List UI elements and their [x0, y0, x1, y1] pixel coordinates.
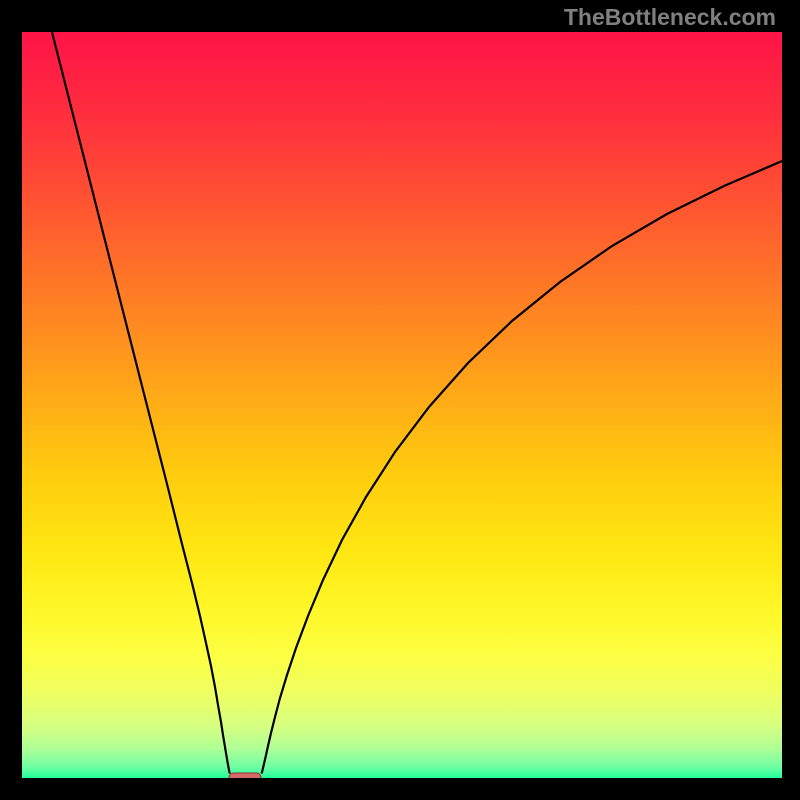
- curve-right-branch: [262, 161, 783, 774]
- plot-area: [22, 32, 782, 778]
- curve-left-branch: [52, 32, 230, 774]
- curve-layer: [22, 32, 782, 778]
- minimum-marker: [229, 773, 261, 778]
- watermark-text: TheBottleneck.com: [564, 4, 776, 31]
- chart-container: { "watermark": { "text": "TheBottleneck.…: [0, 0, 800, 800]
